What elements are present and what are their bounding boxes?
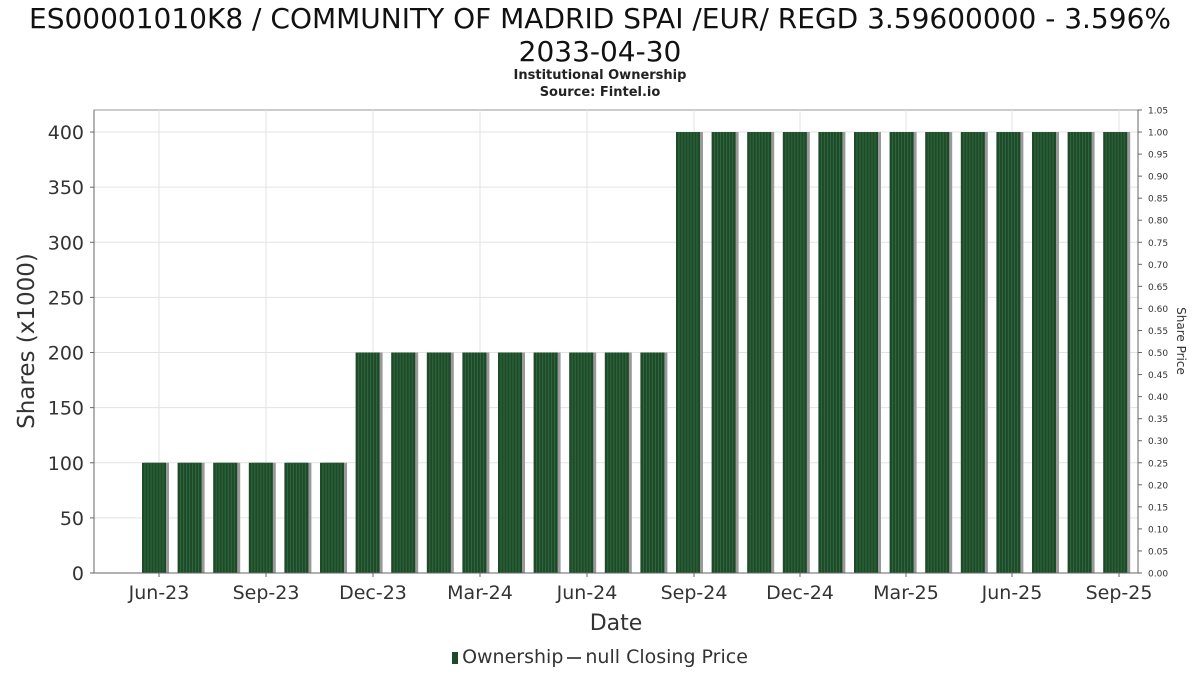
y2-tick-label: 0.60 [1148,305,1168,315]
y2-tick-label: 0.25 [1148,459,1168,469]
y2-tick-label: 1.00 [1148,129,1168,139]
y2-axis-title: Share Price [1174,307,1188,375]
y-tick-label: 400 [48,122,84,144]
price-legend-label: null Closing Price [585,646,748,668]
y-tick-label: 300 [48,232,84,254]
x-tick-label: Jun-24 [556,582,618,604]
price-legend-line [567,656,582,659]
y2-tick-label: 0.75 [1148,239,1168,249]
y-tick-label: 0 [72,563,84,585]
x-tick-label: Mar-25 [873,582,939,604]
y2-tick-label: 1.05 [1148,107,1168,117]
y2-tick-label: 0.80 [1148,217,1168,227]
y2-tick-label: 0.10 [1148,525,1168,535]
y2-tick-label: 0.90 [1148,173,1168,183]
y2-tick-label: 0.45 [1148,371,1168,381]
y-axis-title: Shares (x1000) [14,253,40,429]
ownership-legend-swatch [452,651,459,664]
x-tick-label: Mar-24 [447,582,513,604]
chart-legend: Ownership null Closing Price [0,646,1200,668]
y2-tick-label: 0.95 [1148,151,1168,161]
y2-tick-label: 0.65 [1148,283,1168,293]
x-tick-label: Dec-24 [766,582,834,604]
y2-tick-label: 0.35 [1148,415,1168,425]
y2-tick-label: 0.15 [1148,503,1168,513]
x-tick-label: Sep-23 [233,582,300,604]
x-tick-label: Jun-23 [128,582,190,604]
y2-tick-label: 0.50 [1148,349,1168,359]
x-tick-label: Dec-23 [339,582,407,604]
y2-tick-label: 0.20 [1148,481,1168,491]
x-tick-label: Sep-24 [661,582,728,604]
chart-subtitle: Institutional Ownership [513,68,687,83]
y-tick-label: 100 [48,453,84,475]
y-tick-label: 250 [48,287,84,309]
y2-tick-label: 0.40 [1148,393,1168,403]
y2-tick-label: 0.55 [1148,327,1168,337]
y2-tick-label: 0.85 [1148,195,1168,205]
chart-source: Source: Fintel.io [539,85,661,100]
y-tick-label: 200 [48,343,84,365]
x-tick-label: Sep-25 [1086,582,1153,604]
x-tick-label: Jun-25 [981,582,1043,604]
y2-tick-label: 0.70 [1148,261,1168,271]
y2-tick-label: 0.05 [1148,547,1168,557]
y-tick-label: 150 [48,398,84,420]
y2-tick-label: 0.00 [1148,570,1168,580]
ownership-legend-label: Ownership [462,646,564,668]
x-axis-title: Date [590,611,643,636]
chart-title-line2: 2033-04-30 [518,35,682,68]
y2-tick-label: 0.30 [1148,437,1168,447]
y-tick-label: 350 [48,177,84,199]
chart-title-line1: ES00001010K8 / COMMUNITY OF MADRID SPAI … [29,2,1171,35]
y-tick-label: 50 [60,508,84,530]
